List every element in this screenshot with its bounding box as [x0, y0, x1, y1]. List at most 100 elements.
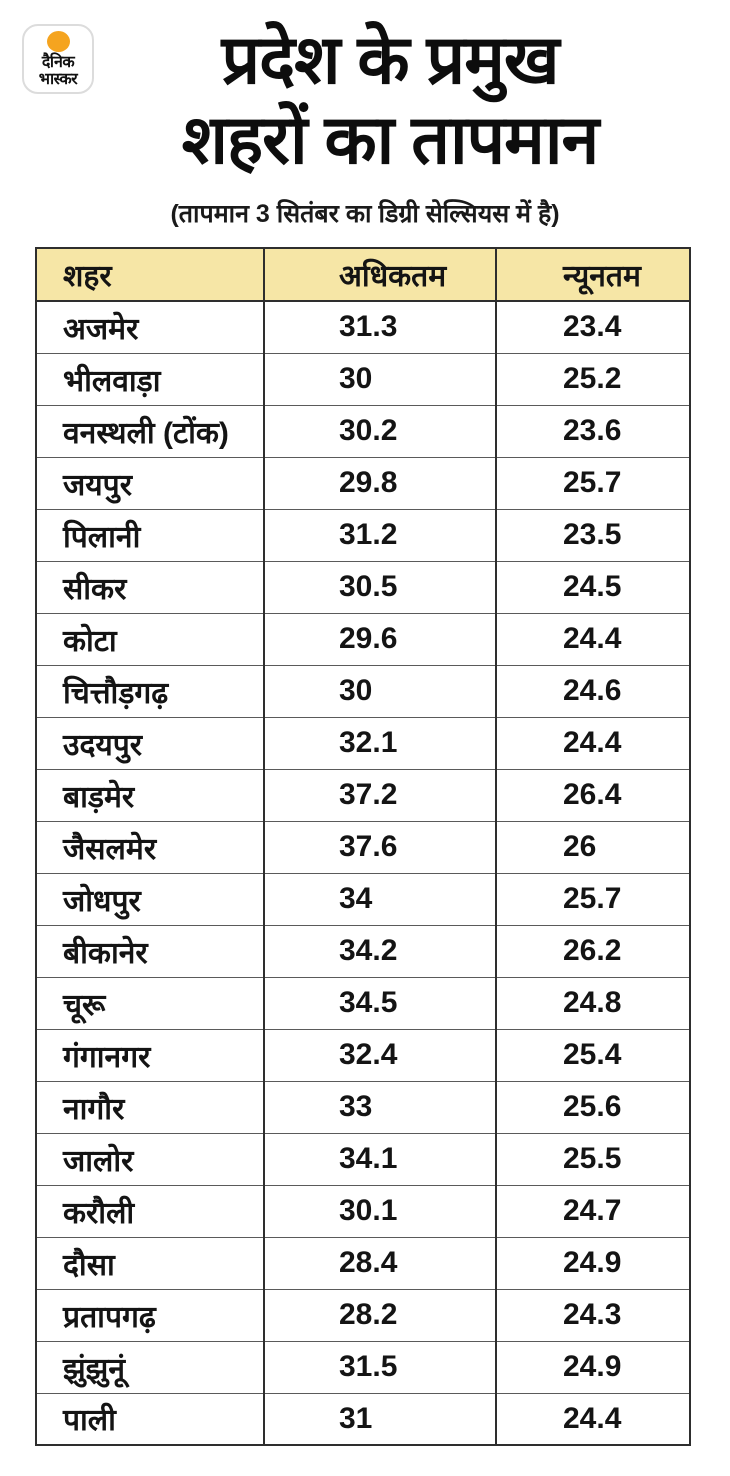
max-temp-cell: 31.3: [263, 300, 497, 354]
max-temp-cell: 37.6: [263, 820, 497, 874]
page-title-line2: शहरों का तापमान: [181, 102, 599, 178]
max-temp-cell: 31.5: [263, 1340, 497, 1394]
table-row: पाली 31 24.4: [35, 1392, 691, 1446]
city-cell: चूरू: [35, 976, 265, 1030]
min-temp-cell: 24.9: [495, 1236, 691, 1290]
table-row: बीकानेर 34.2 26.2: [35, 924, 691, 978]
min-temp-cell: 24.4: [495, 716, 691, 770]
subtitle: (तापमान 3 सितंबर का डिग्री सेल्सियस में …: [170, 200, 560, 228]
max-temp-cell: 32.4: [263, 1028, 497, 1082]
min-temp-cell: 24.9: [495, 1340, 691, 1394]
city-cell: जयपुर: [35, 456, 265, 510]
table-row: गंगानगर 32.4 25.4: [35, 1028, 691, 1082]
min-temp-cell: 23.4: [495, 300, 691, 354]
column-header-city: शहर: [35, 247, 265, 302]
min-temp-cell: 24.4: [495, 1392, 691, 1446]
city-cell: नागौर: [35, 1080, 265, 1134]
temperature-table: शहर अधिकतम न्यूनतम अजमेर 31.3 23.4 भीलवा…: [35, 247, 691, 1446]
city-cell: अजमेर: [35, 300, 265, 354]
max-temp-cell: 34.2: [263, 924, 497, 978]
column-header-max: अधिकतम: [263, 247, 497, 302]
max-temp-cell: 31: [263, 1392, 497, 1446]
table-row: जोधपुर 34 25.7: [35, 872, 691, 926]
brand-name-line2: भास्कर: [38, 70, 78, 88]
table-row: अजमेर 31.3 23.4: [35, 300, 691, 354]
table-row: भीलवाड़ा 30 25.2: [35, 352, 691, 406]
min-temp-cell: 24.4: [495, 612, 691, 666]
table-row: चित्तौड़गढ़ 30 24.6: [35, 664, 691, 718]
table-row: पिलानी 31.2 23.5: [35, 508, 691, 562]
table-row: सीकर 30.5 24.5: [35, 560, 691, 614]
city-cell: करौली: [35, 1184, 265, 1238]
max-temp-cell: 29.6: [263, 612, 497, 666]
min-temp-cell: 23.5: [495, 508, 691, 562]
city-cell: बाड़मेर: [35, 768, 265, 822]
table-row: जैसलमेर 37.6 26: [35, 820, 691, 874]
max-temp-cell: 33: [263, 1080, 497, 1134]
min-temp-cell: 23.6: [495, 404, 691, 458]
max-temp-cell: 30: [263, 352, 497, 406]
max-temp-cell: 30: [263, 664, 497, 718]
city-cell: जैसलमेर: [35, 820, 265, 874]
max-temp-cell: 34.5: [263, 976, 497, 1030]
max-temp-cell: 29.8: [263, 456, 497, 510]
city-cell: गंगानगर: [35, 1028, 265, 1082]
city-cell: पाली: [35, 1392, 265, 1446]
city-cell: बीकानेर: [35, 924, 265, 978]
city-cell: कोटा: [35, 612, 265, 666]
min-temp-cell: 25.2: [495, 352, 691, 406]
min-temp-cell: 24.7: [495, 1184, 691, 1238]
min-temp-cell: 26.2: [495, 924, 691, 978]
table-header-row: शहर अधिकतम न्यूनतम: [35, 247, 691, 302]
min-temp-cell: 25.7: [495, 456, 691, 510]
max-temp-cell: 30.1: [263, 1184, 497, 1238]
max-temp-cell: 31.2: [263, 508, 497, 562]
city-cell: चित्तौड़गढ़: [35, 664, 265, 718]
max-temp-cell: 37.2: [263, 768, 497, 822]
min-temp-cell: 24.8: [495, 976, 691, 1030]
table-header: शहर अधिकतम न्यूनतम: [35, 247, 691, 302]
table-row: नागौर 33 25.6: [35, 1080, 691, 1134]
table-row: उदयपुर 32.1 24.4: [35, 716, 691, 770]
max-temp-cell: 30.2: [263, 404, 497, 458]
table-row: कोटा 29.6 24.4: [35, 612, 691, 666]
max-temp-cell: 28.2: [263, 1288, 497, 1342]
min-temp-cell: 24.3: [495, 1288, 691, 1342]
min-temp-cell: 25.6: [495, 1080, 691, 1134]
table-row: जालोर 34.1 25.5: [35, 1132, 691, 1186]
max-temp-cell: 32.1: [263, 716, 497, 770]
table-body: अजमेर 31.3 23.4 भीलवाड़ा 30 25.2 वनस्थली…: [35, 300, 691, 1446]
masthead: प्रदेश के प्रमुख शहरों का तापमान: [0, 20, 730, 180]
city-cell: उदयपुर: [35, 716, 265, 770]
brand-name-line1: दैनिक: [41, 53, 75, 71]
city-cell: पिलानी: [35, 508, 265, 562]
max-temp-cell: 28.4: [263, 1236, 497, 1290]
max-temp-cell: 30.5: [263, 560, 497, 614]
min-temp-cell: 24.6: [495, 664, 691, 718]
column-header-min: न्यूनतम: [495, 247, 691, 302]
page-title-line1: प्रदेश के प्रमुख: [221, 22, 559, 98]
brand-logo: दैनिक भास्कर: [22, 24, 94, 94]
table-row: दौसा 28.4 24.9: [35, 1236, 691, 1290]
min-temp-cell: 25.4: [495, 1028, 691, 1082]
table-row: चूरू 34.5 24.8: [35, 976, 691, 1030]
city-cell: वनस्थली (टोंक): [35, 404, 265, 458]
table-row: वनस्थली (टोंक) 30.2 23.6: [35, 404, 691, 458]
min-temp-cell: 25.7: [495, 872, 691, 926]
city-cell: प्रतापगढ़: [35, 1288, 265, 1342]
table-row: झुंझुनूं 31.5 24.9: [35, 1340, 691, 1394]
city-cell: सीकर: [35, 560, 265, 614]
min-temp-cell: 26.4: [495, 768, 691, 822]
table-row: प्रतापगढ़ 28.2 24.3: [35, 1288, 691, 1342]
city-cell: भीलवाड़ा: [35, 352, 265, 406]
table-row: बाड़मेर 37.2 26.4: [35, 768, 691, 822]
city-cell: जोधपुर: [35, 872, 265, 926]
max-temp-cell: 34.1: [263, 1132, 497, 1186]
city-cell: जालोर: [35, 1132, 265, 1186]
min-temp-cell: 26: [495, 820, 691, 874]
table-row: जयपुर 29.8 25.7: [35, 456, 691, 510]
sun-icon: [46, 30, 70, 52]
min-temp-cell: 24.5: [495, 560, 691, 614]
table-row: करौली 30.1 24.7: [35, 1184, 691, 1238]
